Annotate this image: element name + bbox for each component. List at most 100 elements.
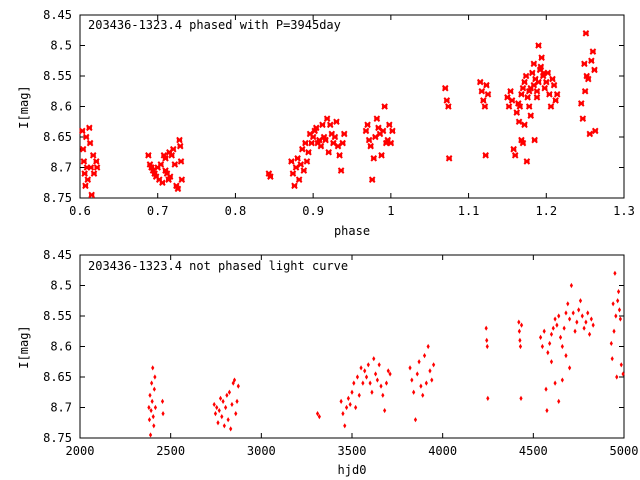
data-point: [419, 383, 423, 389]
data-point: [481, 103, 489, 110]
data-point: [147, 404, 151, 411]
data-point: [370, 389, 374, 395]
data-point: [213, 411, 218, 417]
data-point: [212, 401, 216, 408]
data-point: [521, 121, 528, 129]
data-point: [162, 155, 169, 162]
data-point: [231, 380, 235, 386]
data-point: [621, 371, 625, 377]
data-point: [386, 368, 390, 374]
data-point: [540, 343, 544, 350]
data-point: [478, 87, 486, 95]
data-point: [355, 374, 360, 380]
data-point: [538, 54, 545, 62]
data-point: [591, 322, 595, 328]
data-point: [297, 161, 305, 168]
data-point: [524, 94, 531, 101]
data-point: [568, 365, 572, 371]
data-point: [584, 319, 588, 325]
data-point: [513, 109, 521, 116]
data-point: [522, 72, 530, 80]
data-point: [422, 353, 427, 359]
data-point: [331, 133, 339, 141]
data-point: [445, 103, 452, 110]
x-tick-label: 2000: [66, 444, 95, 458]
data-point: [516, 103, 524, 110]
data-point: [344, 404, 349, 411]
plot-frame: [79, 14, 625, 199]
data-point: [226, 417, 230, 423]
data-point: [150, 398, 154, 404]
data-point: [616, 298, 620, 304]
data-point: [388, 371, 392, 377]
data-point: [160, 398, 165, 404]
data-point: [581, 87, 589, 95]
data-point: [378, 151, 385, 159]
data-point: [82, 133, 90, 141]
data-point: [611, 301, 615, 307]
y-tick-label: 8.5: [50, 39, 72, 53]
x-tick-label: 1: [387, 204, 394, 218]
data-point: [315, 411, 320, 417]
data-point: [148, 432, 153, 438]
data-point: [224, 404, 228, 411]
data-point: [153, 374, 157, 380]
x-tick-label: 2500: [156, 444, 185, 458]
data-point: [482, 151, 489, 159]
data-point: [577, 100, 585, 107]
data-point: [426, 343, 430, 350]
x-tick-label: 3500: [338, 444, 367, 458]
data-point: [619, 362, 623, 368]
data-point: [417, 359, 421, 365]
data-point: [540, 69, 548, 77]
y-axis-label: I[mag]: [17, 325, 31, 368]
data-point: [550, 81, 558, 89]
y-tick-label: 8.45: [43, 8, 72, 22]
data-point: [89, 151, 97, 159]
data-point: [225, 392, 229, 398]
data-point: [525, 87, 533, 95]
data-point: [541, 84, 549, 92]
plot-title: 203436-1323.4 phased with P=3945day: [88, 18, 341, 32]
data-point: [413, 417, 418, 423]
x-tick-label: 0.8: [225, 204, 247, 218]
data-point: [617, 307, 622, 313]
plot-title: 203436-1323.4 not phased light curve: [88, 259, 348, 273]
data-point: [555, 322, 559, 328]
data-point: [383, 407, 387, 414]
y-tick-label: 8.65: [43, 370, 72, 384]
data-point: [511, 151, 519, 159]
data-point: [582, 29, 590, 37]
data-point: [547, 103, 555, 110]
data-point: [80, 158, 88, 165]
x-tick-label: 1.2: [535, 204, 557, 218]
data-point: [385, 121, 393, 129]
data-point: [166, 173, 174, 180]
data-point: [515, 118, 523, 126]
data-point: [549, 75, 556, 83]
data-point: [359, 365, 363, 371]
data-point: [161, 411, 165, 417]
data-point: [220, 414, 224, 420]
data-point: [145, 151, 152, 159]
data-point: [381, 392, 385, 398]
data-point: [267, 173, 274, 180]
data-point: [546, 90, 553, 98]
data-point: [288, 158, 295, 165]
data-point: [298, 145, 306, 153]
data-point: [93, 164, 101, 171]
data-point: [341, 411, 345, 417]
y-tick-label: 8.65: [43, 130, 72, 144]
data-point: [568, 316, 572, 322]
y-tick-label: 8.7: [50, 401, 72, 415]
data-point: [616, 289, 621, 295]
data-point: [215, 404, 219, 411]
data-point: [174, 185, 182, 193]
data-point: [557, 398, 561, 404]
data-point: [428, 368, 432, 374]
data-point: [569, 282, 574, 289]
data-point: [305, 148, 312, 156]
y-tick-label: 8.6: [50, 340, 72, 354]
data-point: [316, 136, 323, 144]
data-point: [483, 81, 490, 89]
